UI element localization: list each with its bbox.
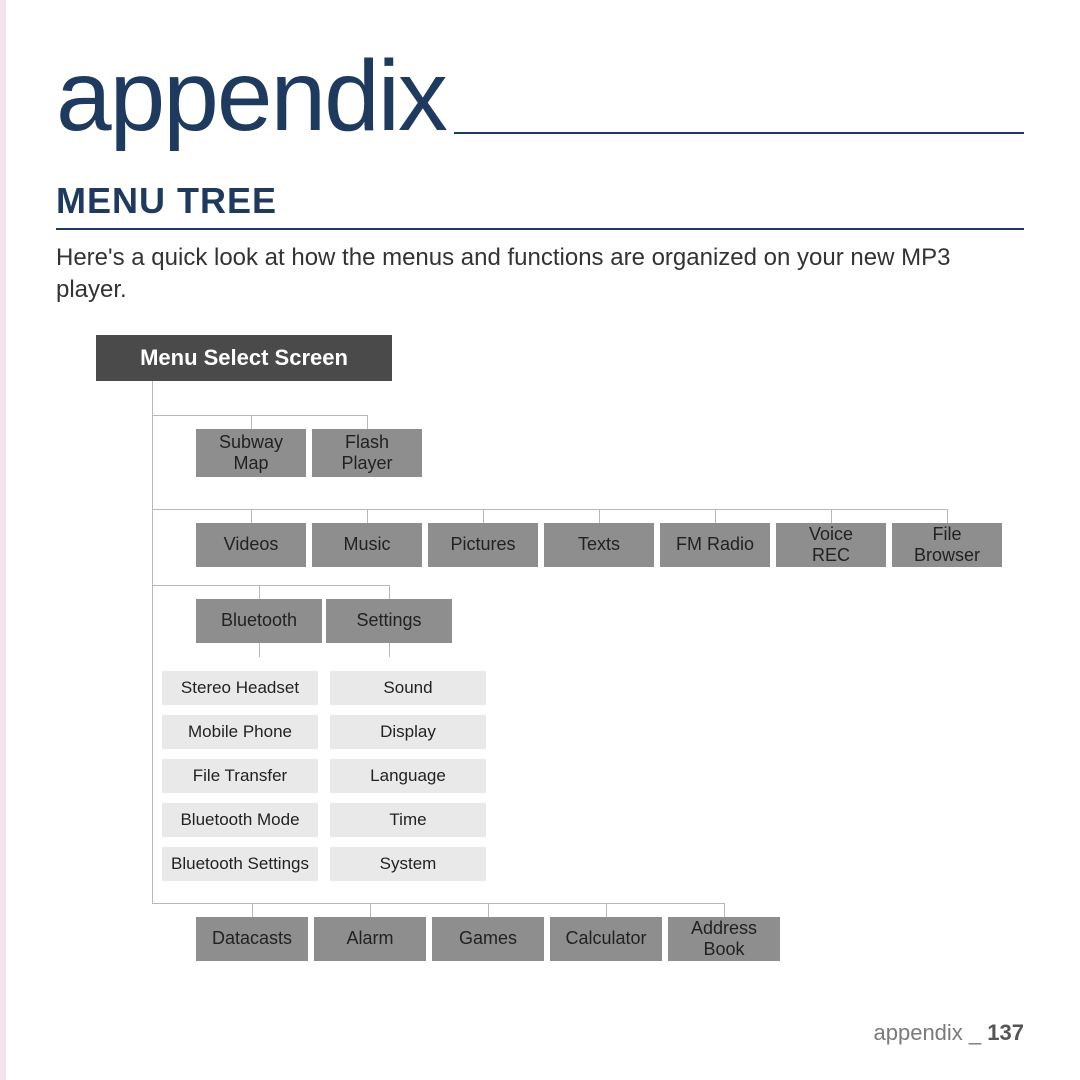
root-node: Menu Select Screen xyxy=(96,335,392,381)
sub-bluetooth-3: Bluetooth Mode xyxy=(162,803,318,837)
row-d-node-3: Calculator xyxy=(550,917,662,961)
page-title-wrap: appendix xyxy=(56,46,1024,146)
row-d-node-1: Alarm xyxy=(314,917,426,961)
row-b-node-1: Music xyxy=(312,523,422,567)
sub-bluetooth-1: Mobile Phone xyxy=(162,715,318,749)
footer-page-number: 137 xyxy=(987,1020,1024,1045)
page-footer: appendix _ 137 xyxy=(874,1020,1025,1046)
footer-sep: _ xyxy=(963,1020,987,1045)
sub-bluetooth-2: File Transfer xyxy=(162,759,318,793)
row-b-node-2: Pictures xyxy=(428,523,538,567)
intro-text: Here's a quick look at how the menus and… xyxy=(56,242,1006,307)
row-b-node-0: Videos xyxy=(196,523,306,567)
row-b-node-4: FM Radio xyxy=(660,523,770,567)
row-a-node-0: SubwayMap xyxy=(196,429,306,477)
sub-bluetooth-4: Bluetooth Settings xyxy=(162,847,318,881)
menu-tree-diagram: Menu Select Screen SubwayMapFlashPlayer Vi… xyxy=(56,335,1024,975)
row-d-node-0: Datacasts xyxy=(196,917,308,961)
sub-bluetooth-0: Stereo Headset xyxy=(162,671,318,705)
footer-label: appendix xyxy=(874,1020,963,1045)
page-title: appendix xyxy=(56,46,454,146)
sub-settings-4: System xyxy=(330,847,486,881)
sub-settings-3: Time xyxy=(330,803,486,837)
row-b-node-3: Texts xyxy=(544,523,654,567)
row-b-node-6: FileBrowser xyxy=(892,523,1002,567)
section-heading: MENU TREE xyxy=(56,180,1024,230)
row-c-node-1: Settings xyxy=(326,599,452,643)
row-c-node-0: Bluetooth xyxy=(196,599,322,643)
sub-settings-2: Language xyxy=(330,759,486,793)
sub-settings-1: Display xyxy=(330,715,486,749)
row-b-node-5: VoiceREC xyxy=(776,523,886,567)
sub-settings-0: Sound xyxy=(330,671,486,705)
row-a-node-1: FlashPlayer xyxy=(312,429,422,477)
row-d-node-4: AddressBook xyxy=(668,917,780,961)
row-d-node-2: Games xyxy=(432,917,544,961)
